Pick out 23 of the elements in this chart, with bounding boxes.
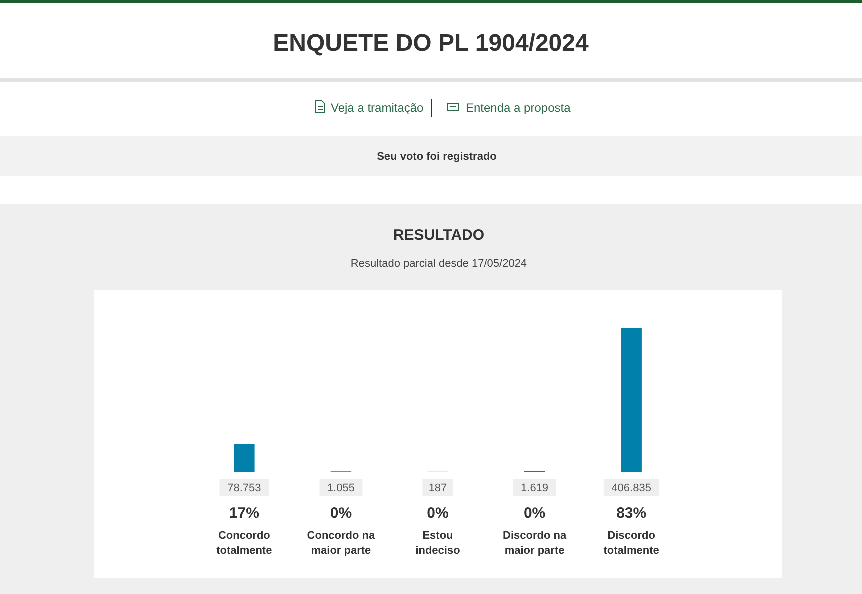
- chart-subtitle: Resultado parcial desde 17/05/2024: [350, 258, 528, 270]
- x-tick-label: Estou indeciso: [416, 530, 461, 557]
- text: 17%: [229, 505, 260, 522]
- text: Seu voto foi registrado: [377, 151, 498, 163]
- text: 83%: [616, 505, 647, 522]
- x-tick-label: Concordo na maior parte: [307, 530, 376, 557]
- text: Veja a tramitação: [331, 101, 424, 115]
- bar: [621, 328, 642, 472]
- data-label: 78.753: [228, 482, 262, 494]
- chart-title: RESULTADO: [393, 227, 485, 244]
- text: 0%: [427, 505, 449, 522]
- data-label: 187: [428, 482, 448, 494]
- bar: [234, 444, 255, 472]
- text: ENQUETE DO PL 1904/2024: [273, 30, 590, 57]
- text: Entenda a proposta: [466, 101, 572, 115]
- data-label: 1.055: [327, 482, 355, 494]
- text: 0%: [524, 505, 546, 522]
- x-tick-label: Discordo na maior parte: [503, 530, 568, 557]
- x-tick-label: Discordo totalmente: [604, 530, 660, 557]
- x-tick-label: Concordo totalmente: [216, 530, 272, 557]
- text: 0%: [330, 505, 352, 522]
- data-label: 1.619: [521, 482, 549, 494]
- data-label: 406.835: [612, 482, 652, 494]
